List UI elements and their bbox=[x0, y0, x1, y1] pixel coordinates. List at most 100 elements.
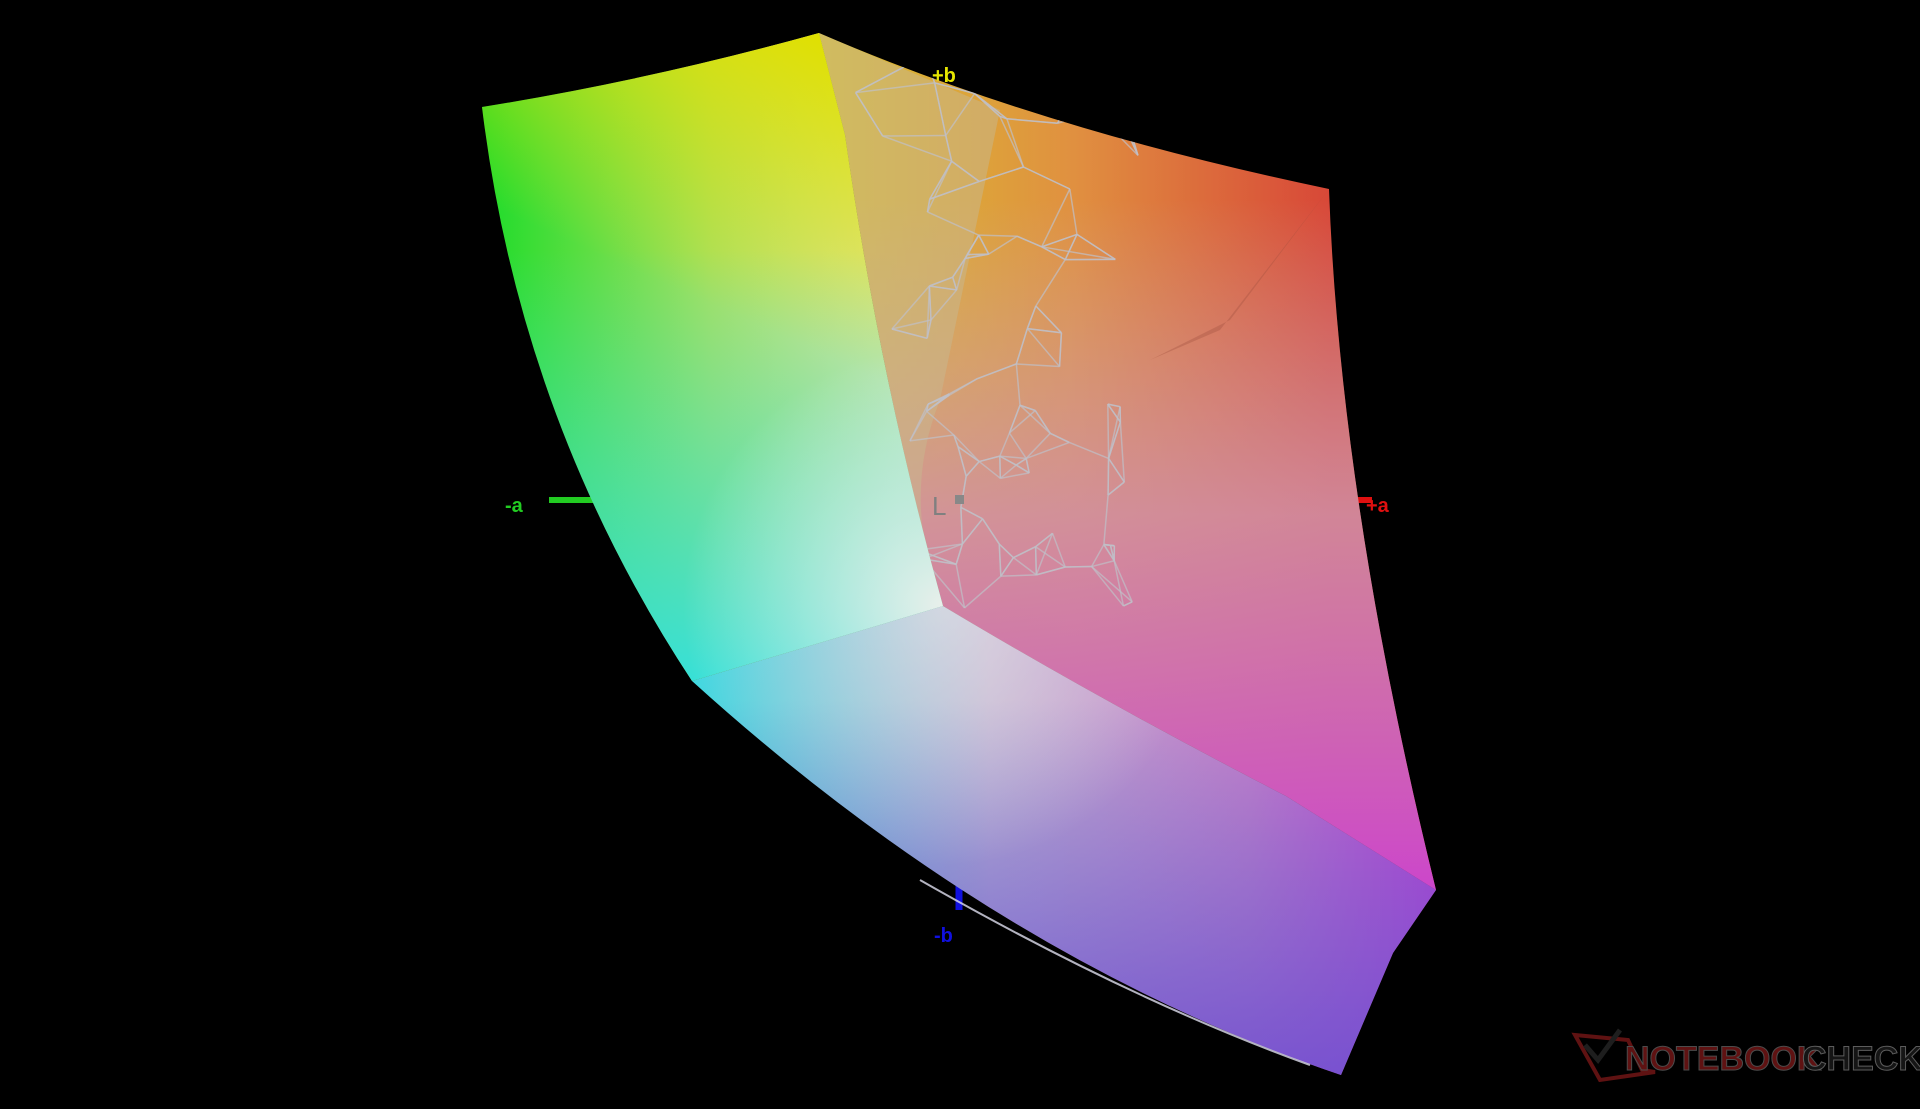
mesh-edge bbox=[964, 234, 980, 259]
mesh-edge bbox=[1068, 441, 1109, 460]
mesh-edge bbox=[891, 319, 932, 330]
mesh-edge bbox=[1026, 305, 1037, 329]
mesh-edge bbox=[1025, 458, 1030, 473]
mesh-edge bbox=[891, 328, 928, 340]
mesh-edge bbox=[926, 285, 931, 339]
mesh-edge bbox=[909, 403, 929, 442]
mesh-edge bbox=[1019, 404, 1036, 412]
mesh-edge bbox=[999, 464, 1017, 479]
mesh-edge bbox=[948, 377, 978, 397]
mesh-edge bbox=[1119, 422, 1126, 483]
mesh-edge bbox=[1041, 246, 1116, 261]
mesh-edge bbox=[1080, 79, 1097, 113]
gamut-bottom-face bbox=[692, 606, 1436, 1075]
mesh-edge bbox=[882, 135, 952, 162]
mesh-edge bbox=[1006, 118, 1025, 168]
mesh-edge bbox=[1016, 235, 1043, 248]
mesh-edge bbox=[1080, 49, 1127, 80]
mesh-edge bbox=[1035, 533, 1054, 576]
watermark-bold: NOTEBOOK bbox=[1625, 1040, 1822, 1078]
mesh-edge bbox=[934, 82, 975, 95]
mesh-edge bbox=[926, 198, 931, 213]
mesh-edge bbox=[965, 461, 980, 477]
mesh-edge bbox=[1119, 49, 1127, 63]
mesh-edge bbox=[930, 289, 958, 321]
mesh-edge bbox=[1035, 305, 1062, 334]
plus-b-axis-label: +b bbox=[932, 65, 956, 87]
mesh-edge bbox=[927, 211, 980, 236]
mesh-edge bbox=[957, 446, 967, 477]
mesh-edge bbox=[988, 235, 1018, 255]
mesh-edge bbox=[1025, 441, 1070, 460]
gamut-left-face bbox=[482, 33, 943, 681]
mesh-edge bbox=[1080, 61, 1121, 80]
mesh-edge bbox=[1023, 166, 1071, 190]
l-axis-marker bbox=[955, 495, 964, 504]
mesh-edge bbox=[882, 134, 946, 137]
mesh-edge bbox=[1119, 49, 1127, 63]
mesh-edge bbox=[981, 518, 1000, 545]
mesh-edge bbox=[961, 518, 984, 545]
mesh-edge bbox=[1035, 546, 1066, 568]
mesh-edge bbox=[964, 575, 1002, 609]
mesh-edge bbox=[1091, 559, 1115, 568]
mesh-edge bbox=[926, 410, 955, 436]
mesh-edge bbox=[1080, 61, 1121, 80]
mesh-edge bbox=[960, 507, 964, 544]
mesh-edge bbox=[1034, 546, 1038, 575]
mesh-edge bbox=[1090, 544, 1105, 567]
mesh-edge bbox=[926, 319, 932, 339]
mesh-edge bbox=[974, 92, 1001, 117]
mesh-edge bbox=[1091, 566, 1125, 607]
minus-b-axis-label: -b bbox=[934, 925, 953, 947]
mesh-edge bbox=[1012, 557, 1037, 576]
mesh-edge bbox=[1015, 328, 1029, 365]
gamut-mesh-wireframe bbox=[854, 49, 1139, 609]
mesh-edge bbox=[1080, 79, 1097, 113]
mesh-edge bbox=[1057, 111, 1096, 124]
mesh-edge bbox=[1008, 432, 1027, 459]
mesh-edge bbox=[944, 135, 953, 162]
mesh-edge bbox=[1015, 464, 1030, 474]
mesh-edge bbox=[1058, 332, 1063, 367]
mesh-edge bbox=[929, 276, 953, 287]
mesh-edge bbox=[955, 543, 964, 565]
mesh-edge bbox=[998, 543, 1014, 559]
mesh-edge bbox=[1095, 111, 1126, 128]
mesh-edge bbox=[1051, 533, 1066, 568]
mesh-edge bbox=[1113, 560, 1133, 603]
mesh-edge bbox=[1015, 363, 1021, 406]
mesh-edge bbox=[1000, 557, 1015, 577]
mesh-edge bbox=[999, 432, 1011, 457]
mesh-edge bbox=[1107, 403, 1121, 423]
mesh-edge bbox=[1123, 601, 1133, 607]
plus-a-axis-label: +a bbox=[1366, 495, 1390, 517]
mesh-edge bbox=[933, 82, 947, 136]
mesh-edge bbox=[926, 393, 950, 412]
mesh-edge bbox=[1015, 457, 1027, 466]
mesh-edge bbox=[999, 455, 1027, 460]
mesh-edge bbox=[1035, 532, 1053, 548]
mesh-edge bbox=[855, 82, 935, 94]
mesh-edge bbox=[965, 253, 989, 260]
mesh-edge bbox=[854, 92, 884, 137]
mesh-edge bbox=[1119, 51, 1125, 63]
mesh-edge bbox=[929, 285, 957, 291]
mesh-edge bbox=[929, 180, 980, 200]
mesh-edge bbox=[1095, 111, 1126, 128]
mesh-edge bbox=[925, 403, 929, 412]
mesh-edge bbox=[978, 234, 990, 255]
mesh-edge bbox=[951, 160, 980, 183]
mesh-edge bbox=[1069, 188, 1078, 235]
mesh-edge bbox=[1103, 543, 1115, 547]
mesh-edge bbox=[1008, 409, 1036, 434]
minus-a-axis-label: -a bbox=[505, 495, 524, 517]
mesh-edge bbox=[999, 115, 1008, 120]
gamut-back-face bbox=[819, 33, 1436, 890]
mesh-edge bbox=[1123, 49, 1127, 53]
mesh-edge bbox=[952, 258, 966, 278]
mesh-edge bbox=[1107, 406, 1121, 459]
notebookcheck-logo: NOTEBOOK CHECK bbox=[1571, 1028, 1920, 1083]
mesh-edge bbox=[1107, 457, 1125, 483]
